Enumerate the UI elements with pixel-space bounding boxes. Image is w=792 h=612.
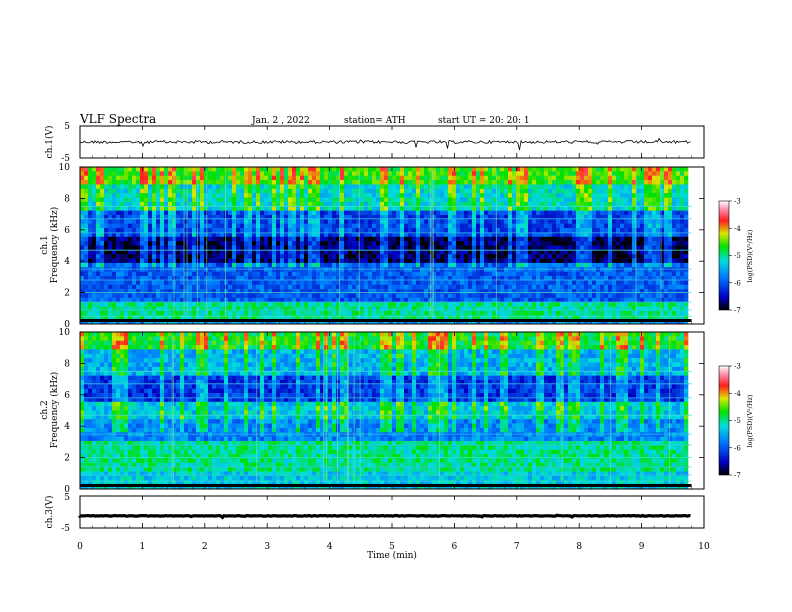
ch2-colorbar-tick-label: -6 bbox=[734, 444, 741, 452]
ch2-spec-ylabel-channel: ch.2 bbox=[40, 400, 50, 419]
ch1-ytick-top: 5 bbox=[64, 122, 70, 132]
ch1-spec-ylabel-frequency: Frequency (kHz) bbox=[49, 207, 60, 284]
ch1-spec-ytick-label: 6 bbox=[64, 226, 70, 236]
x-tick-label: 2 bbox=[202, 542, 208, 552]
ch2-spec-ytick-label: 0 bbox=[64, 485, 70, 495]
ch2-spec-ytick-label: 10 bbox=[59, 328, 71, 338]
ch3-waveform-line bbox=[78, 513, 691, 520]
panel-ch3-waveform: 5 -5 ch.3(V) bbox=[44, 493, 705, 534]
ch2-spec-ytick-label: 4 bbox=[64, 422, 70, 432]
ch1-spec-ytick-label: 10 bbox=[59, 163, 71, 173]
ch2-spec-ylabel-frequency: Frequency (kHz) bbox=[49, 372, 60, 449]
ch2-colorbar bbox=[718, 365, 730, 476]
ch1-spec-ytick-label: 0 bbox=[64, 320, 70, 330]
ch1-colorbar-tick-label: -4 bbox=[734, 225, 741, 233]
ch1-spec-ylabel-channel: ch.1 bbox=[40, 235, 50, 254]
ch1-spec-ytick-label: 4 bbox=[64, 257, 70, 267]
ch2-spec-ytick-label: 8 bbox=[64, 359, 70, 369]
ch1-colorbar-tick-label: -6 bbox=[734, 279, 741, 287]
date-label: Jan. 2 , 2022 bbox=[251, 116, 310, 126]
ch1-colorbar bbox=[718, 200, 730, 311]
x-tick-label: 10 bbox=[698, 542, 710, 552]
ch2-spectrogram-image bbox=[80, 332, 704, 490]
ch2-colorbar-tick-label: -7 bbox=[734, 472, 741, 480]
station-label: station= ATH bbox=[344, 116, 406, 126]
x-tick-label: 0 bbox=[77, 542, 83, 552]
ch1-spectrogram-image bbox=[80, 167, 704, 325]
figure-title: VLF Spectra bbox=[79, 112, 156, 126]
ch2-colorbar-tick-label: -5 bbox=[734, 417, 741, 425]
x-tick-label: 6 bbox=[452, 542, 458, 552]
ch2-spec-ytick-label: 2 bbox=[64, 454, 70, 464]
ch1-spec-ytick-label: 2 bbox=[64, 289, 70, 299]
start-time-label: start UT = 20: 20: 1 bbox=[438, 116, 530, 126]
ch3-ylabel: ch.3(V) bbox=[44, 496, 55, 529]
ch2-colorbar-tick-label: -4 bbox=[734, 390, 741, 398]
ch1-waveform-line bbox=[79, 137, 691, 150]
ch3-ytick-top: 5 bbox=[64, 493, 70, 503]
x-tick-label: 5 bbox=[389, 542, 395, 552]
x-tick-label: 4 bbox=[327, 542, 333, 552]
ch1-spec-ytick-label: 8 bbox=[64, 194, 70, 204]
x-tick-label: 7 bbox=[514, 542, 520, 552]
ch1-colorbar-tick-label: -3 bbox=[734, 198, 741, 206]
ch1-colorbar-label: log(PSD)(V²/Hz) bbox=[746, 229, 754, 282]
ch1-ylabel: ch.1(V) bbox=[44, 126, 55, 159]
ch1-colorbar-tick-label: -7 bbox=[734, 307, 741, 315]
x-tick-label: 8 bbox=[576, 542, 582, 552]
ch2-spec-ytick-label: 6 bbox=[64, 391, 70, 401]
ch2-colorbar-label: log(PSD)(V²/Hz) bbox=[746, 394, 754, 447]
x-tick-label: 3 bbox=[264, 542, 270, 552]
x-axis-label: Time (min) bbox=[367, 550, 417, 561]
x-tick-label: 1 bbox=[140, 542, 146, 552]
ch2-colorbar-tick-label: -3 bbox=[734, 363, 741, 371]
ch1-colorbar-tick-label: -5 bbox=[734, 252, 741, 260]
x-tick-label: 9 bbox=[639, 542, 645, 552]
panel-ch1-waveform: 5 -5 ch.1(V) bbox=[44, 122, 705, 164]
ch1-ytick-bottom: -5 bbox=[61, 154, 70, 164]
x-axis: 0 1 2 3 4 5 6 7 8 9 10 bbox=[77, 126, 710, 552]
ch3-ytick-bottom: -5 bbox=[61, 524, 70, 534]
